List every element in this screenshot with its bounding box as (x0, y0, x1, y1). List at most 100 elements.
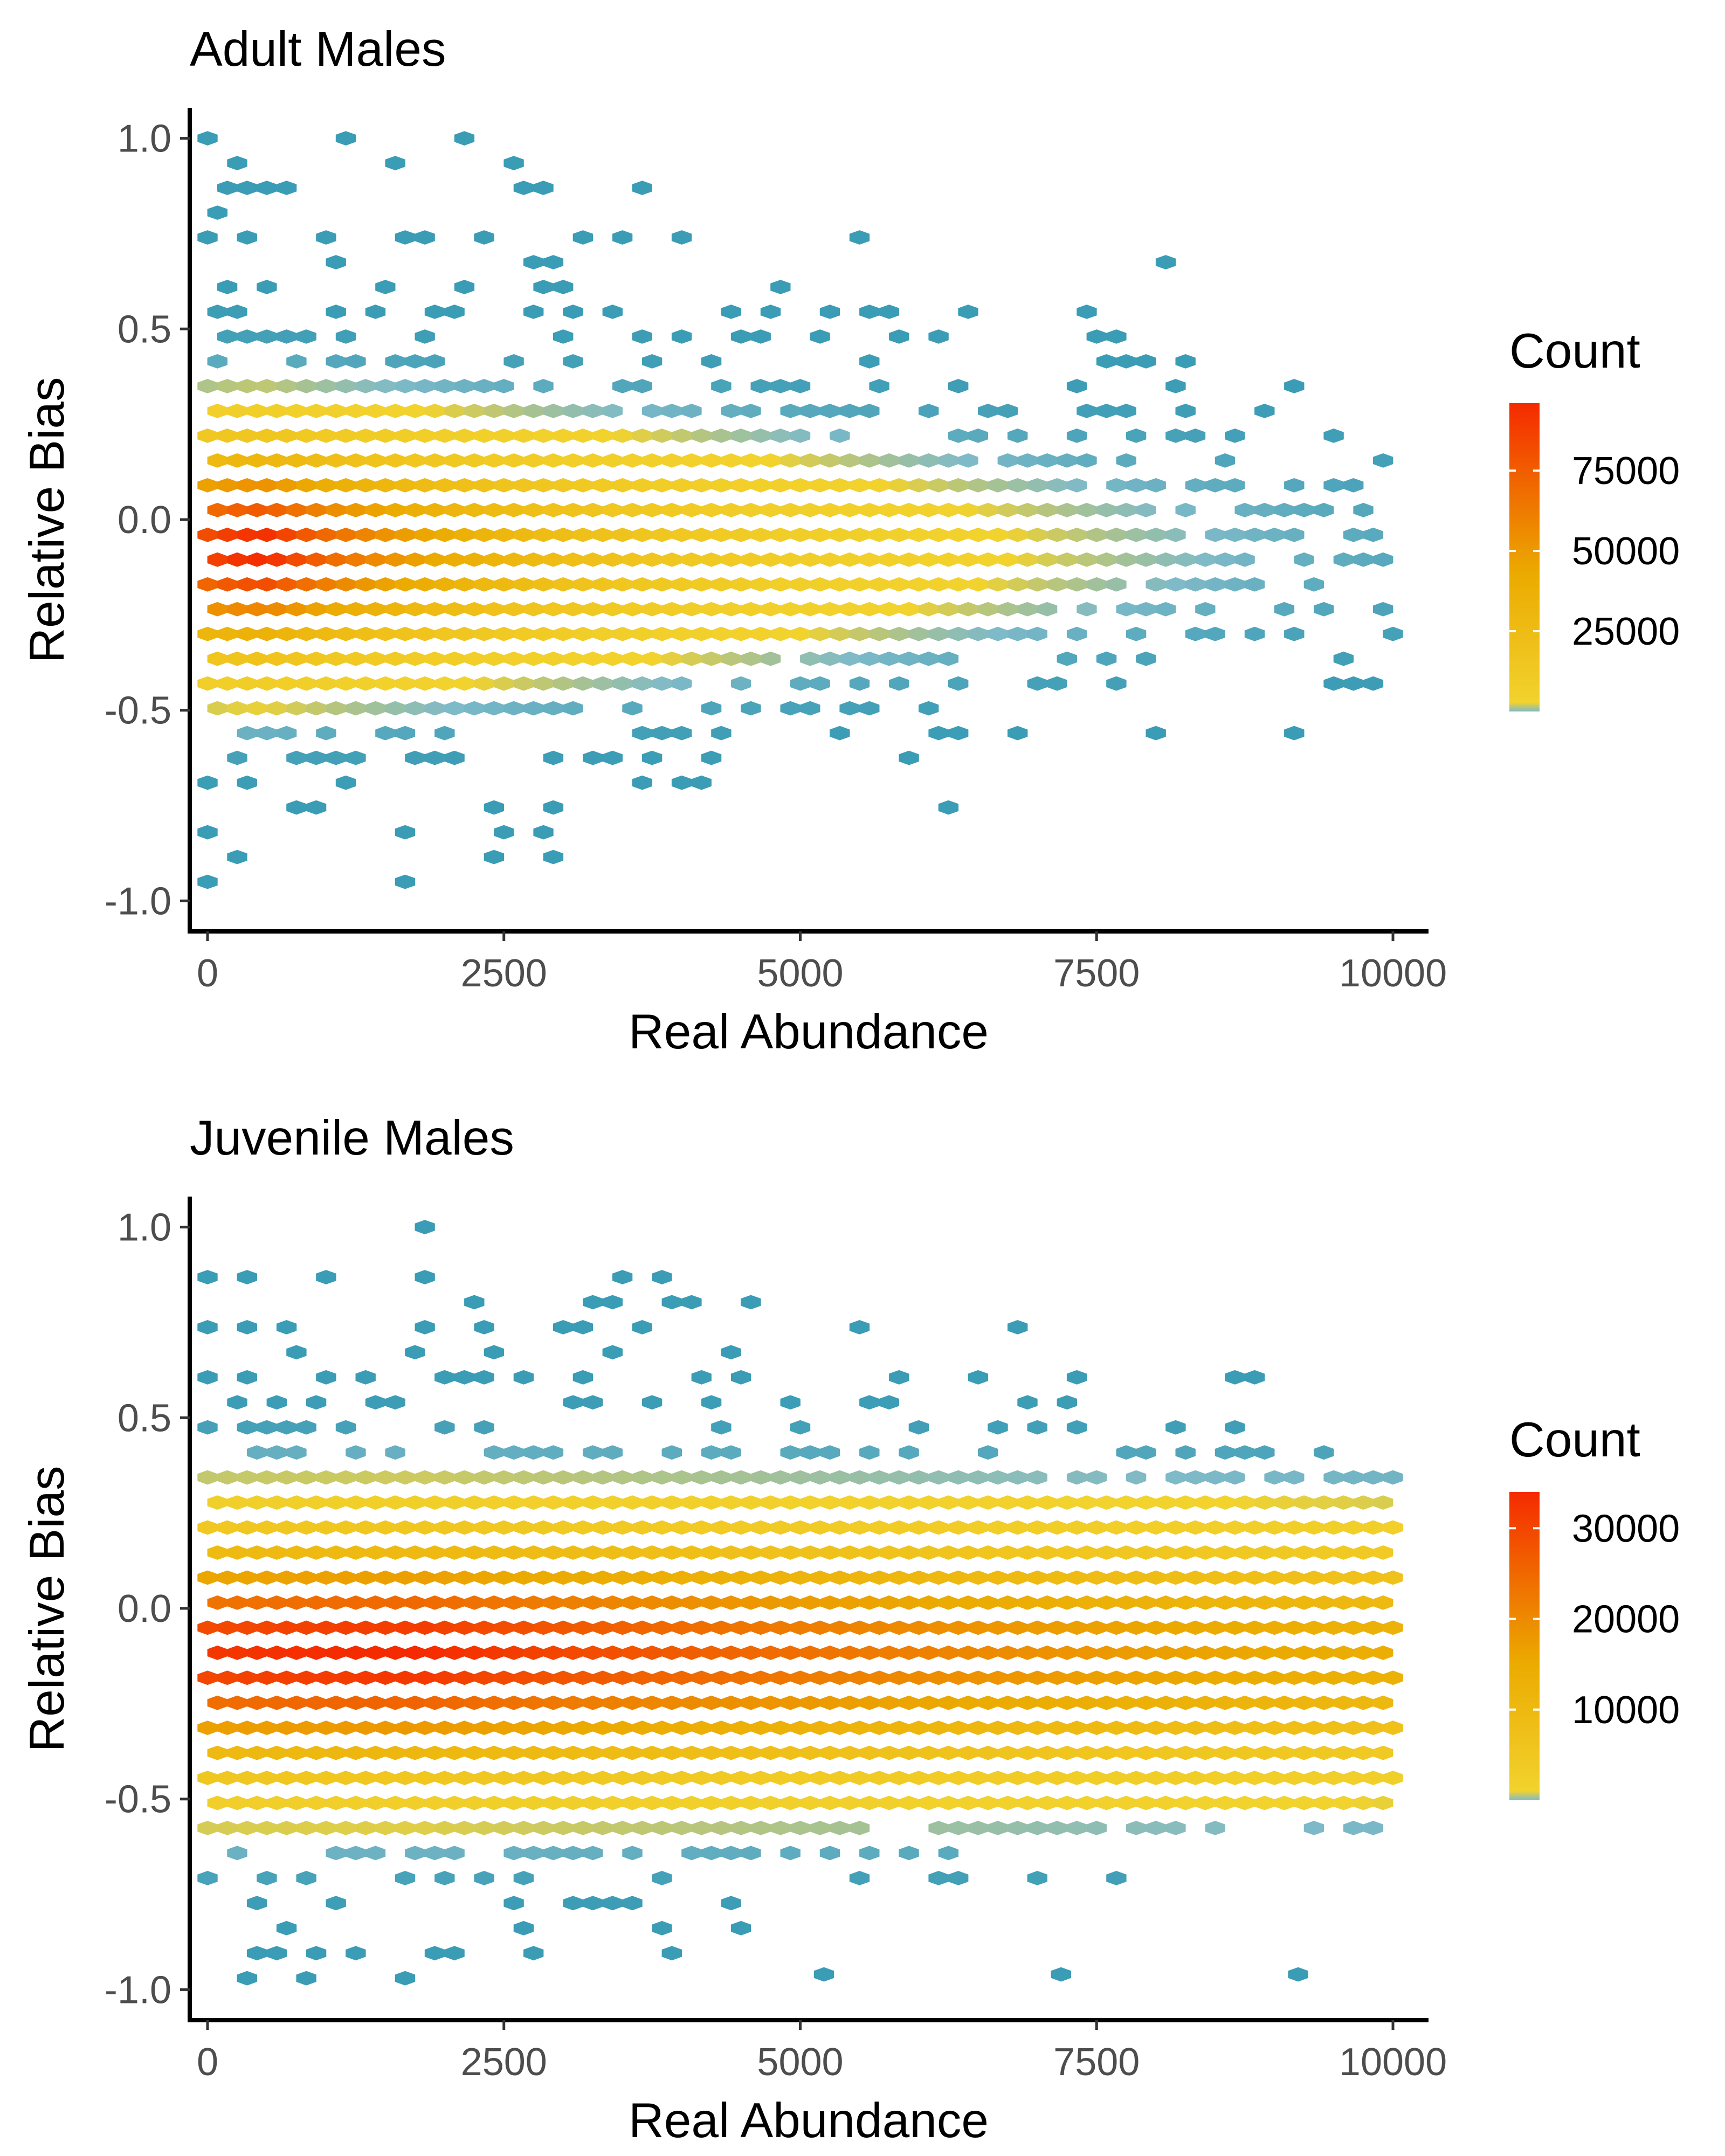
hexbin-cell (750, 1720, 771, 1735)
hexbin-cell (296, 429, 316, 443)
hexbin-cell (563, 1395, 583, 1410)
hexbin-cell (1343, 1821, 1364, 1835)
hexbin-cell (197, 1821, 218, 1835)
hexbin-cell (800, 453, 820, 468)
hexbin-cell (671, 1670, 692, 1685)
hexbin-cell (988, 1670, 1008, 1685)
hexbin-cell (1215, 1445, 1236, 1460)
y-tick-label: 1.0 (118, 118, 171, 161)
hexbin-cell (1077, 305, 1097, 319)
hexbin-cell (1264, 1470, 1285, 1485)
hexbin-cell (306, 701, 327, 716)
hexbin-cell (365, 1795, 386, 1811)
hexbin-cell (919, 453, 939, 468)
hexbin-cell (652, 1470, 672, 1485)
hexbin-cell (1205, 577, 1225, 592)
hexbin-cell (721, 602, 741, 617)
hexbin-cell (691, 1670, 712, 1685)
hexbin-cell (1057, 1495, 1077, 1510)
hexbin-cell (1047, 1720, 1067, 1735)
hexbin-cell (928, 1771, 949, 1785)
hexbin-cell (464, 1545, 485, 1560)
hexbin-cell (1175, 1795, 1196, 1811)
hexbin-cell (711, 1520, 732, 1535)
hexbin-cell (385, 1645, 405, 1660)
hexbin-cell (819, 1745, 840, 1760)
hexbin-cell (217, 1771, 238, 1785)
hexbin-cell (316, 1370, 336, 1385)
hexbin-cell (1234, 1445, 1255, 1460)
hexbin-cell (1274, 1495, 1295, 1510)
hexbin-cell (1254, 502, 1275, 517)
hexbin-cell (1066, 1771, 1087, 1785)
hexbin-cell (1333, 1545, 1354, 1560)
hexbin-cell (988, 1420, 1008, 1435)
hexbin-cell (257, 626, 277, 641)
hexbin-cell (326, 1645, 346, 1660)
hexbin-outlier (1051, 1967, 1071, 1982)
hexbin-cell (1126, 1520, 1147, 1535)
hexbin-cell (583, 404, 603, 418)
hexbin-cell (652, 1520, 672, 1535)
hexbin-cell (583, 1795, 603, 1811)
hexbin-cell (1314, 1595, 1334, 1610)
hexbin-cell (276, 1470, 297, 1485)
hexbin-cell (770, 379, 791, 393)
hexbin-cell (612, 230, 633, 245)
hexbin-cell (602, 1695, 623, 1710)
hexbin-cell (533, 1771, 554, 1785)
hexbin-cell (197, 1370, 218, 1385)
hexbin-cell (1136, 1545, 1156, 1560)
hexbin-cell (395, 230, 416, 245)
hexbin-cell (375, 1821, 396, 1835)
hexbin-cell (434, 725, 455, 741)
hexbin-cell (306, 800, 327, 815)
hexbin-cell (1333, 1595, 1354, 1610)
hexbin-cell (701, 701, 722, 716)
hexbin-cell (572, 429, 593, 443)
hexbin-cell (1066, 577, 1087, 592)
hexbin-cell (335, 626, 356, 641)
hexbin-cell (326, 1495, 346, 1510)
hexbin-cell (1343, 527, 1364, 542)
hexbin-cell (691, 1771, 712, 1785)
hexbin-cell (869, 577, 889, 592)
hexbin-cell (563, 354, 583, 369)
hexbin-cell (227, 701, 247, 716)
hexbin-cell (1047, 1570, 1067, 1585)
hexbin-cell (750, 478, 771, 493)
hexbin-cell (919, 1695, 939, 1710)
hexbin-cell (415, 230, 435, 245)
hexbin-cell (454, 131, 475, 146)
hexbin-cell (988, 1470, 1008, 1485)
hexbin-cell (513, 626, 534, 641)
hexbin-cell (839, 651, 860, 666)
hexbin-cell (197, 478, 218, 493)
hexbin-cell (741, 1846, 761, 1861)
hexbin-cell (444, 651, 465, 666)
hexbin-cell (899, 1495, 919, 1510)
hexbin-cell (326, 1695, 346, 1710)
y-tick-label: 0.5 (118, 308, 171, 351)
hexbin-cell (543, 1495, 564, 1510)
hexbin-cell (1116, 602, 1136, 617)
hexbin-cell (365, 552, 386, 567)
hexbin-cell (652, 1570, 672, 1585)
hexbin-cell (335, 1520, 356, 1535)
hexbin-cell (1225, 1420, 1245, 1435)
y-tick-label: 0.5 (118, 1397, 171, 1440)
hexbin-cell (1175, 1595, 1196, 1610)
hexbin-cell (938, 1745, 959, 1760)
hexbin-cell (444, 502, 465, 517)
hexbin-cell (908, 527, 929, 542)
hexbin-cell (1037, 453, 1058, 468)
hexbin-cell (237, 1620, 257, 1635)
hexbin-cell (533, 825, 554, 840)
hexbin-cell (1333, 1795, 1354, 1811)
hexbin-cell (810, 527, 830, 542)
hexbin-cell (523, 1695, 544, 1710)
hexbin-cell (1146, 1520, 1166, 1535)
hexbin-cell (385, 1745, 405, 1760)
hexbin-cell (286, 502, 307, 517)
hexbin-cell (543, 1695, 564, 1710)
